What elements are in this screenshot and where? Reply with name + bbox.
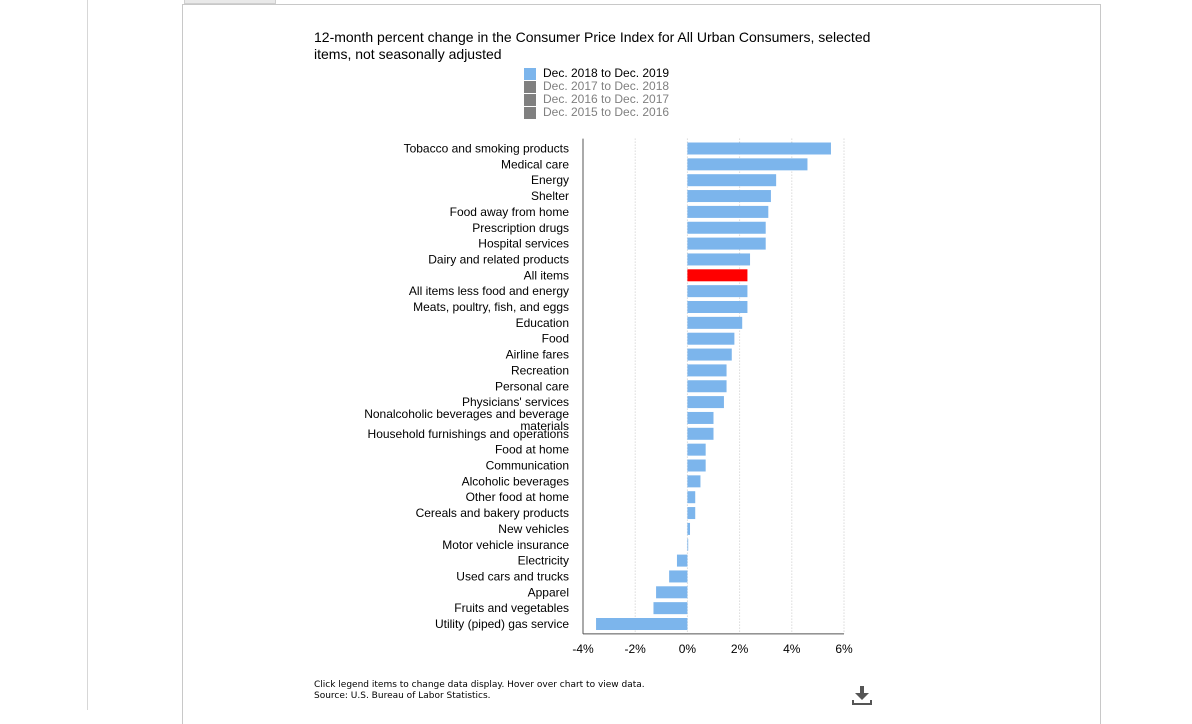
category-label: All items [524, 268, 569, 282]
category-label: Nonalcoholic beverages and beverage mater… [364, 407, 569, 433]
category-label: Apparel [528, 585, 569, 599]
footer-instructions: Click legend items to change data displa… [314, 680, 645, 690]
category-label: Food [542, 332, 569, 346]
bar[interactable] [687, 142, 831, 155]
footer-source: Source: U.S. Bureau of Labor Statistics. [314, 691, 491, 701]
bar[interactable] [687, 443, 706, 456]
bar[interactable] [687, 221, 766, 234]
bar[interactable] [687, 190, 771, 203]
legend-item-2016[interactable]: Dec. 2015 to Dec. 2016 [524, 106, 669, 119]
category-label: Alcoholic beverages [462, 474, 569, 488]
x-tick-label: 4% [783, 642, 801, 656]
bar[interactable] [687, 253, 751, 266]
category-label: Hospital services [478, 237, 569, 251]
bar[interactable] [687, 507, 696, 520]
bar[interactable] [687, 316, 743, 329]
legend-label-2019: Dec. 2018 to Dec. 2019 [543, 66, 670, 80]
bar[interactable] [687, 332, 735, 345]
bar[interactable] [687, 522, 691, 535]
category-label: Prescription drugs [472, 221, 569, 235]
bar[interactable] [687, 411, 714, 424]
category-label: Utility (piped) gas service [435, 617, 569, 631]
bar[interactable] [596, 618, 688, 630]
category-label: Medical care [501, 157, 569, 171]
category-label: All items less food and energy [409, 284, 569, 298]
bar[interactable] [687, 459, 706, 472]
legend-item-2017[interactable]: Dec. 2016 to Dec. 2017 [524, 93, 669, 106]
category-label: Recreation [511, 363, 569, 377]
category-label: Energy [531, 173, 569, 187]
category-label: Fruits and vegetables [454, 601, 569, 615]
bar[interactable] [687, 174, 777, 187]
bar[interactable] [687, 301, 748, 313]
bar[interactable] [687, 538, 689, 551]
bar[interactable] [687, 237, 766, 250]
page-left-rule [87, 0, 88, 710]
category-label: Electricity [518, 554, 569, 568]
chart-footer: Click legend items to change data displa… [314, 680, 645, 702]
category-label: Tobacco and smoking products [404, 142, 569, 156]
category-label: Education [516, 316, 569, 330]
category-label: Dairy and related products [428, 252, 569, 266]
chart-title: 12-month percent change in the Consumer … [314, 29, 871, 62]
category-label: Shelter [531, 189, 569, 203]
bar[interactable] [687, 475, 701, 488]
bar[interactable] [669, 570, 688, 583]
legend-label-2016: Dec. 2015 to Dec. 2016 [543, 105, 670, 119]
category-label: Used cars and trucks [456, 569, 569, 583]
category-label: New vehicles [498, 522, 569, 536]
category-label: Other food at home [466, 490, 570, 504]
download-icon[interactable] [850, 684, 874, 708]
bar[interactable] [656, 586, 688, 599]
bar[interactable] [687, 427, 714, 440]
legend-swatch-2018 [524, 80, 536, 93]
category-label: Motor vehicle insurance [442, 538, 569, 552]
tab-stub[interactable] [184, 0, 276, 4]
chart-legend: Dec. 2018 to Dec. 2019 Dec. 2017 to Dec.… [524, 67, 669, 119]
legend-swatch-2016 [524, 106, 536, 119]
legend-label-2018: Dec. 2017 to Dec. 2018 [543, 79, 670, 93]
bar[interactable] [687, 348, 732, 361]
category-label: Personal care [495, 379, 569, 393]
bar[interactable] [687, 364, 727, 377]
legend-item-2018[interactable]: Dec. 2017 to Dec. 2018 [524, 80, 669, 93]
bar[interactable] [687, 396, 724, 409]
bar[interactable] [687, 380, 727, 393]
x-tick-label: 2% [731, 642, 749, 656]
x-tick-label: 6% [835, 642, 853, 656]
category-label: Food away from home [450, 205, 570, 219]
bar[interactable] [687, 205, 769, 218]
category-label: Cereals and bakery products [416, 506, 569, 520]
bar[interactable] [687, 158, 808, 171]
category-label: Household furnishings and operations [368, 427, 569, 441]
bar[interactable] [687, 285, 748, 298]
category-label: Airline fares [506, 348, 569, 362]
bar[interactable] [676, 554, 688, 567]
category-label: Physicians' services [462, 395, 569, 409]
x-tick-label: -4% [572, 642, 594, 656]
x-tick-label: -2% [625, 642, 647, 656]
bar[interactable] [687, 269, 748, 282]
bar[interactable] [687, 491, 696, 504]
legend-item-2019[interactable]: Dec. 2018 to Dec. 2019 [524, 67, 669, 80]
category-label: Meats, poultry, fish, and eggs [413, 300, 569, 314]
bar[interactable] [653, 602, 688, 615]
legend-swatch-2019 [524, 67, 536, 80]
x-tick-label: 0% [679, 642, 697, 656]
legend-swatch-2017 [524, 93, 536, 106]
chart-panel [182, 4, 1101, 724]
category-label: Communication [486, 459, 569, 473]
category-label: Food at home [495, 443, 569, 457]
legend-label-2017: Dec. 2016 to Dec. 2017 [543, 92, 670, 106]
